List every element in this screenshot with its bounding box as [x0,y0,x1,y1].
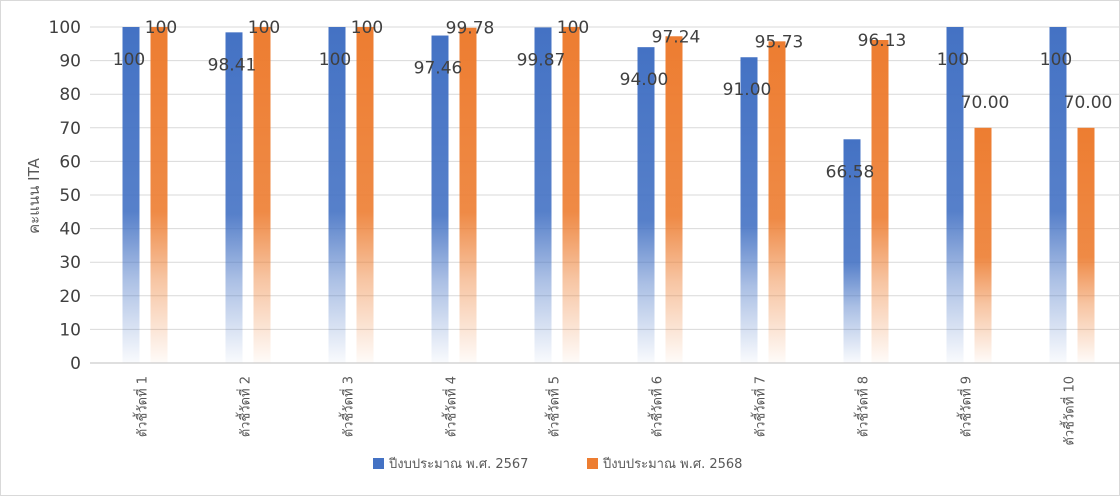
data-label: 95.73 [755,32,804,52]
bar-2567 [946,27,964,363]
y-tick-label: 40 [59,220,81,240]
bar-2568 [1077,127,1095,363]
data-label: 70.00 [961,93,1010,113]
data-label: 100 [557,18,589,38]
data-label: 100 [248,18,280,38]
bar-2567 [534,27,552,364]
x-tick-label: ตัวชี้วัดที่ 4 [442,376,460,437]
data-label: 100 [351,18,383,38]
data-label: 91.00 [723,80,772,100]
data-label: 94.00 [620,70,669,90]
data-label: 100 [319,50,351,70]
bar-2568 [253,27,271,363]
legend-swatch-2568 [587,458,598,469]
data-label: 100 [113,50,145,70]
x-tick-label: ตัวชี้วัดที่ 7 [751,376,769,437]
data-label: 66.58 [826,162,875,182]
y-tick-label: 30 [59,253,81,273]
bar-2568 [150,27,168,363]
x-tick-label: ตัวชี้วัดที่ 1 [133,376,151,437]
bar-2567 [1049,27,1067,363]
x-axis-ticks: ตัวชี้วัดที่ 1 ตัวชี้วัดที่ 2 ตัวชี้วัดที่… [133,376,1078,446]
x-tick-label: ตัวชี้วัดที่ 9 [957,376,975,437]
bar-2568 [356,27,374,363]
legend: ปีงบประมาณ พ.ศ. 2567 ปีงบประมาณ พ.ศ. 256… [373,456,742,472]
y-axis-title: คะแนน ITA [25,157,43,233]
bar-2567 [225,32,243,363]
x-tick-label: ตัวชี้วัดที่ 3 [339,376,357,437]
data-label: 100 [1040,50,1072,70]
data-label: 96.13 [858,31,907,51]
bar-2568 [665,36,683,364]
data-label: 70.00 [1064,93,1113,113]
bar-2567 [431,35,449,364]
bar-2568 [768,41,786,363]
bar-2568 [562,27,580,363]
bar-2568 [974,127,992,363]
bar-2567 [740,57,758,364]
bar-2567 [122,27,140,363]
data-label: 99.78 [446,19,495,39]
bar-2568 [871,40,889,363]
bars [122,27,1095,364]
x-tick-label: ตัวชี้วัดที่ 6 [648,376,666,437]
y-tick-label: 10 [59,320,81,340]
legend-swatch-2567 [373,458,384,469]
data-label: 100 [145,18,177,38]
data-label: 100 [937,50,969,70]
data-label: 99.87 [517,50,566,70]
y-tick-label: 50 [59,186,81,206]
x-tick-label: ตัวชี้วัดที่ 10 [1060,376,1078,446]
bar-2567 [637,47,655,363]
y-axis-ticks: 0 10 20 30 40 50 60 70 80 90 100 [49,18,81,374]
legend-label-2567: ปีงบประมาณ พ.ศ. 2567 [388,456,528,472]
x-tick-label: ตัวชี้วัดที่ 2 [236,376,254,437]
data-label: 97.24 [652,27,701,47]
y-tick-label: 80 [59,85,81,105]
y-tick-label: 100 [49,18,81,38]
data-labels: 10010098.4110010010097.4699.7899.8710094… [113,18,1113,182]
y-tick-label: 70 [59,119,81,139]
data-label: 97.46 [414,59,463,79]
bar-2568 [459,27,477,364]
bar-2567 [843,139,861,363]
y-tick-label: 20 [59,287,81,307]
y-tick-label: 60 [59,152,81,172]
data-label: 98.41 [208,55,257,75]
x-tick-label: ตัวชี้วัดที่ 5 [545,376,563,437]
y-tick-label: 90 [59,52,81,72]
y-tick-label: 0 [70,354,81,374]
legend-label-2568: ปีงบประมาณ พ.ศ. 2568 [602,456,742,472]
bar-2567 [328,27,346,363]
x-tick-label: ตัวชี้วัดที่ 8 [854,376,872,437]
